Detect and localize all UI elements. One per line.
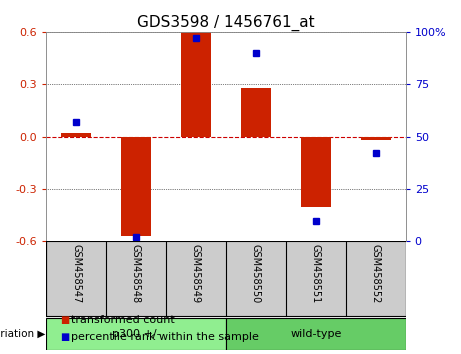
Bar [361, 137, 390, 140]
Title: GDS3598 / 1456761_at: GDS3598 / 1456761_at [137, 14, 315, 30]
Bar [241, 88, 271, 137]
Text: GSM458552: GSM458552 [371, 244, 381, 303]
Text: ■: ■ [60, 315, 69, 325]
Bar [46, 241, 406, 315]
Text: genotype/variation ▶: genotype/variation ▶ [0, 329, 45, 339]
Text: GSM458547: GSM458547 [71, 244, 81, 303]
Text: GSM458548: GSM458548 [131, 244, 141, 303]
Text: GSM458550: GSM458550 [251, 244, 261, 303]
Bar [61, 133, 91, 137]
Text: p300 +/-: p300 +/- [112, 329, 160, 339]
Text: GSM458551: GSM458551 [311, 244, 321, 303]
Text: GSM458549: GSM458549 [191, 244, 201, 303]
Bar [301, 137, 331, 206]
Bar [226, 318, 406, 350]
Bar [181, 32, 211, 137]
Text: wild-type: wild-type [290, 329, 342, 339]
Text: percentile rank within the sample: percentile rank within the sample [71, 332, 260, 342]
Bar [46, 318, 226, 350]
Text: ■: ■ [60, 332, 69, 342]
Text: transformed count: transformed count [71, 315, 175, 325]
Bar [121, 137, 151, 236]
